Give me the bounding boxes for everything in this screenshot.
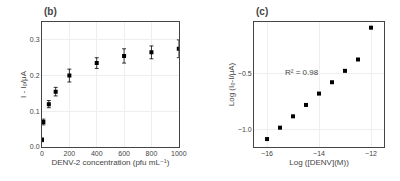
- svg-text:Log (I₀-I/μA): Log (I₀-I/μA): [227, 62, 236, 106]
- svg-text:1000: 1000: [171, 150, 187, 157]
- svg-text:−12: −12: [365, 150, 377, 157]
- svg-text:0.2: 0.2: [30, 72, 40, 79]
- svg-text:800: 800: [146, 150, 158, 157]
- svg-text:−14: −14: [313, 150, 325, 157]
- svg-text:I - I₀/μA: I - I₀/μA: [19, 70, 28, 98]
- svg-text:DENV-2 concentration (pfu mL⁻¹: DENV-2 concentration (pfu mL⁻¹): [51, 158, 169, 167]
- svg-text:(c): (c): [256, 6, 268, 17]
- svg-text:Log ([DENV](M)): Log ([DENV](M)): [289, 158, 349, 167]
- svg-text:(b): (b): [44, 6, 57, 17]
- svg-text:0: 0: [40, 150, 44, 157]
- svg-text:0.3: 0.3: [30, 36, 40, 43]
- svg-text:600: 600: [118, 150, 130, 157]
- svg-text:−16: −16: [261, 150, 273, 157]
- svg-text:200: 200: [64, 150, 76, 157]
- svg-text:0.0: 0.0: [30, 143, 40, 150]
- svg-text:R² = 0.98: R² = 0.98: [285, 68, 319, 77]
- svg-text:0.1: 0.1: [30, 108, 40, 115]
- svg-text:400: 400: [91, 150, 103, 157]
- svg-text:−0.5: −0.5: [238, 70, 252, 77]
- svg-text:−1.0: −1.0: [238, 126, 252, 133]
